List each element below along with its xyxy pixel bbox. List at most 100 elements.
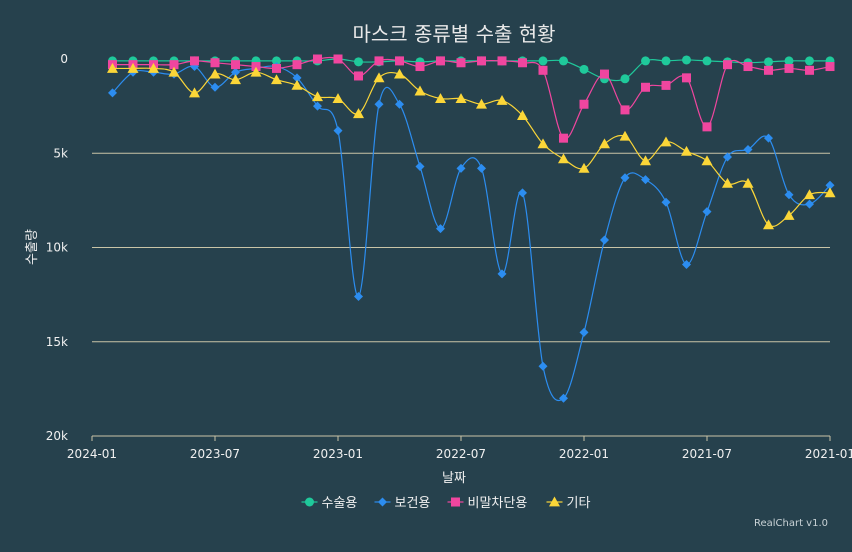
legend-label: 보건용 (395, 496, 431, 511)
legend: 수술용 보건용 비말차단용 기타 (301, 496, 591, 511)
data-point (292, 60, 302, 70)
data-point (107, 62, 118, 73)
legend-item[interactable]: 비말차단용 (447, 496, 528, 511)
y-tick-label: 5k (53, 146, 68, 160)
data-point (332, 93, 344, 103)
data-point (313, 101, 322, 111)
x-tick-label: 2023-07 (190, 447, 240, 461)
data-point (456, 58, 466, 68)
series-line (112, 56, 831, 140)
data-point (723, 152, 732, 162)
data-point (681, 145, 692, 156)
x-tick-label: 2022-01 (559, 447, 609, 461)
data-point (661, 80, 671, 90)
data-point (374, 56, 384, 66)
data-point (641, 175, 650, 185)
data-point (600, 235, 609, 245)
data-point (127, 62, 139, 73)
data-point (538, 56, 548, 66)
x-tick-label: 2021-07 (682, 447, 732, 461)
y-axis-label: 수출량 (25, 229, 40, 265)
y-tick-label: 0 (60, 52, 68, 66)
data-point (764, 65, 773, 75)
data-point (395, 99, 404, 109)
data-point (415, 62, 425, 72)
data-point (415, 161, 425, 171)
data-point (333, 54, 343, 64)
data-point (825, 62, 835, 72)
x-tick-label: 2023-01 (313, 447, 363, 461)
data-point (558, 153, 569, 164)
data-point (456, 163, 466, 173)
x-axis-label: 날짜 (442, 471, 466, 486)
data-point (784, 190, 794, 200)
legend-marker (451, 497, 460, 507)
legend-item[interactable]: 수술용 (301, 496, 358, 511)
legend-item[interactable]: 보건용 (374, 496, 431, 511)
data-point (354, 71, 363, 81)
data-point (436, 224, 445, 234)
legend-item[interactable]: 기타 (546, 496, 591, 511)
data-point (579, 327, 589, 337)
data-point (497, 269, 507, 279)
data-point (723, 60, 732, 70)
legend-marker (305, 497, 314, 507)
data-point (231, 60, 240, 70)
data-point (661, 56, 671, 66)
data-point (825, 180, 835, 190)
legend-marker (549, 496, 560, 507)
data-point (537, 138, 549, 149)
data-point (477, 56, 486, 66)
data-point (763, 219, 774, 230)
data-point (189, 87, 200, 98)
data-point (292, 73, 302, 83)
data-point (600, 69, 609, 79)
data-point (743, 144, 753, 154)
x-tick-label: 2022-07 (436, 447, 486, 461)
data-point (168, 66, 180, 77)
legend-label: 비말차단용 (468, 496, 528, 511)
data-point (272, 63, 281, 73)
data-point (620, 105, 630, 115)
legend-label: 기타 (567, 496, 591, 511)
data-point (374, 99, 384, 109)
series-layer (107, 54, 836, 403)
data-point (620, 173, 630, 183)
data-point (354, 57, 363, 67)
data-point (805, 199, 814, 209)
data-point (230, 74, 241, 85)
data-point (518, 58, 527, 68)
data-point (743, 62, 753, 72)
data-point (210, 82, 220, 92)
x-tick-label: 2021-01 (805, 447, 852, 461)
data-point (804, 189, 815, 200)
data-point (312, 91, 323, 102)
y-tick-label: 10k (46, 241, 68, 255)
data-point (210, 58, 220, 68)
data-point (620, 74, 630, 84)
data-point (579, 99, 589, 109)
data-point (148, 62, 159, 73)
series-3 (108, 54, 835, 143)
data-point (108, 88, 117, 98)
data-point (291, 79, 303, 90)
data-point (559, 393, 568, 403)
credit-label: RealChart v1.0 (754, 518, 828, 529)
data-point (476, 98, 487, 109)
data-point (805, 56, 814, 66)
data-point (373, 72, 385, 83)
data-point (702, 56, 712, 66)
data-point (435, 93, 446, 103)
legend-label: 수술용 (322, 496, 358, 511)
data-point (599, 138, 610, 149)
data-point (640, 155, 651, 166)
data-point (497, 56, 507, 66)
data-point (436, 56, 445, 66)
data-point (477, 163, 486, 173)
legend-marker (378, 497, 387, 507)
data-point (333, 126, 343, 136)
data-point (231, 67, 240, 77)
y-tick-label: 20k (46, 429, 68, 443)
data-point (272, 56, 281, 66)
